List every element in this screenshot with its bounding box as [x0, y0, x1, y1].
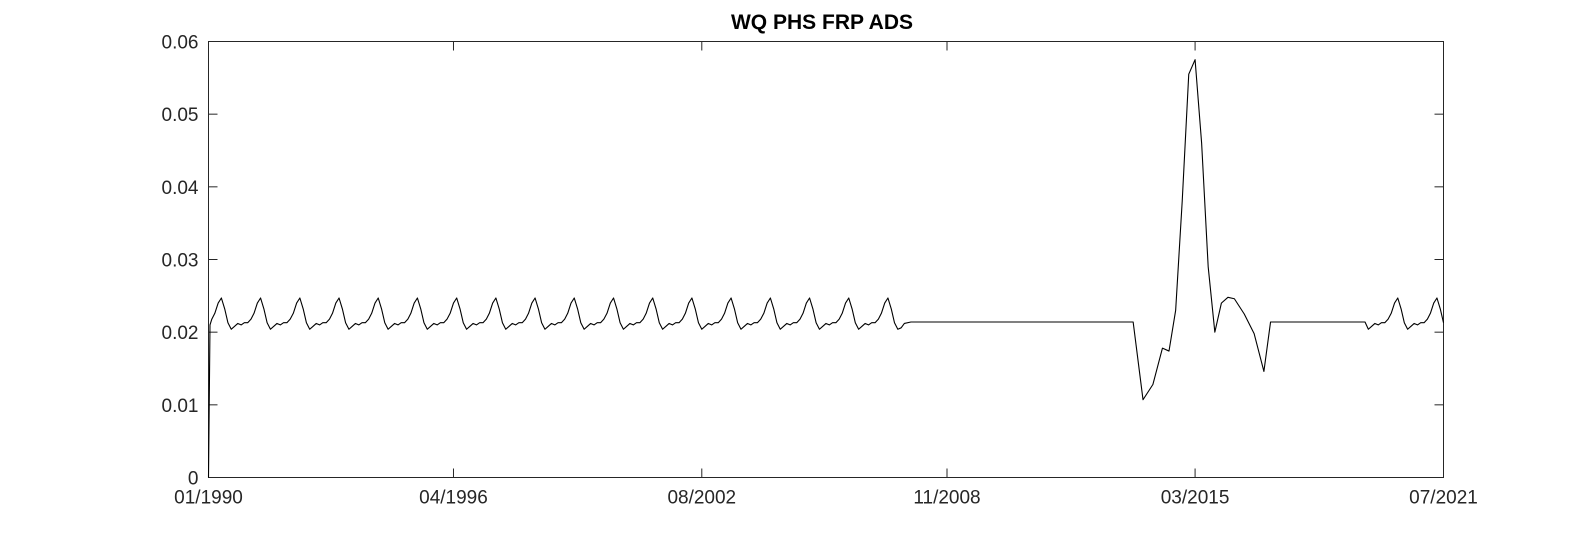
- x-tick-label: 11/2008: [913, 488, 980, 509]
- y-tick-label: 0.03: [162, 251, 199, 272]
- series-line: [207, 59, 1445, 478]
- y-tick-label: 0.01: [162, 396, 199, 417]
- y-tick-label: 0.05: [162, 105, 199, 126]
- y-tick-label: 0.02: [162, 323, 199, 344]
- y-tick-label: 0.06: [162, 33, 199, 54]
- y-tick-label: 0: [188, 469, 199, 490]
- plot-area: 0 0.01 0.02 0.03 0.04 0.05 0.06 01/1990 04/1996…: [162, 33, 1478, 509]
- x-tick-label: 07/2021: [1409, 488, 1478, 509]
- axes-frame: [208, 41, 1444, 478]
- chart-title: WQ PHS FRP ADS: [731, 11, 913, 34]
- x-tick-label: 03/2015: [1161, 488, 1230, 509]
- x-tick-label: 01/1990: [174, 488, 243, 509]
- x-tick-label: 04/1996: [419, 488, 488, 509]
- y-tick-label: 0.04: [162, 178, 199, 199]
- y-axis: 0 0.01 0.02 0.03 0.04 0.05 0.06: [162, 33, 1444, 490]
- x-tick-label: 08/2002: [667, 488, 736, 509]
- x-axis: 01/1990 04/1996 08/2002 11/2008 03/2015 07/20…: [174, 41, 1478, 509]
